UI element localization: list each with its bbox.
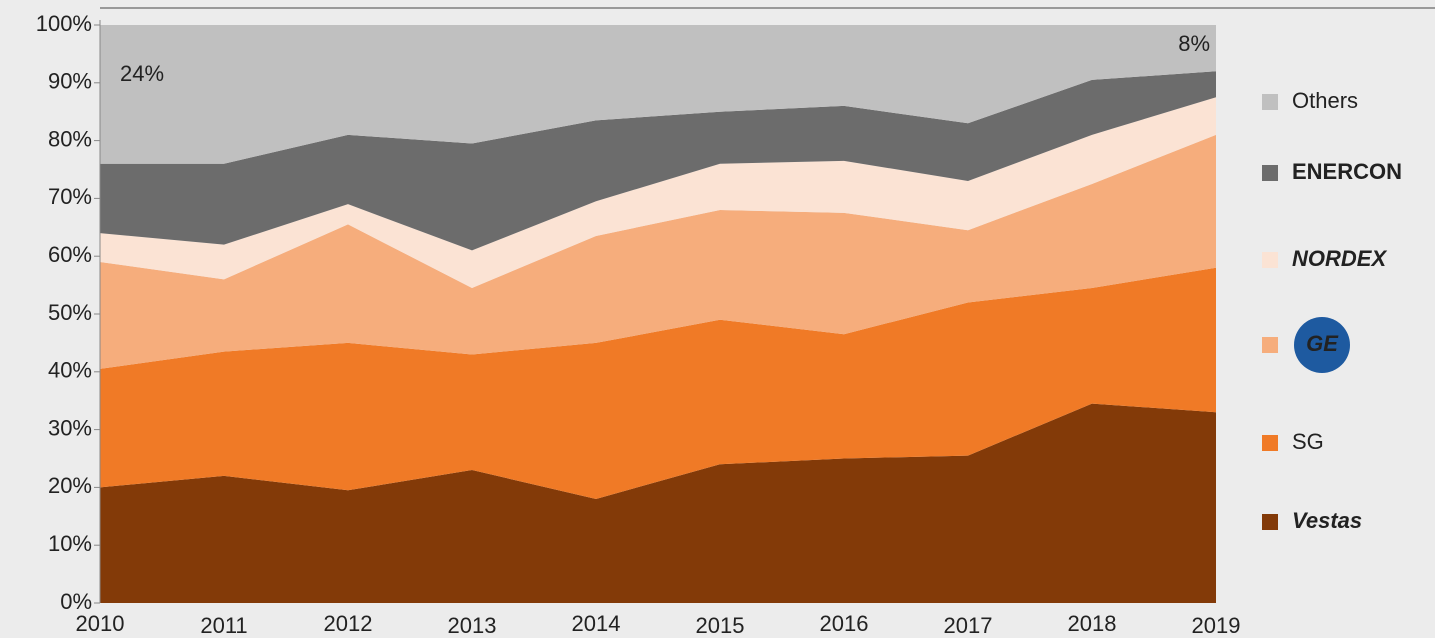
area [100, 134, 1216, 369]
legend-label: Others [1292, 88, 1358, 113]
legend-swatch [1262, 337, 1278, 353]
legend-label: ENERCON [1292, 159, 1402, 184]
y-tick-label: 60% [48, 242, 92, 267]
x-tick-label: 2016 [820, 611, 869, 636]
y-tick-label: 40% [48, 358, 92, 383]
legend-swatch [1262, 252, 1278, 268]
x-tick-label: 2012 [324, 611, 373, 636]
area [100, 25, 1216, 164]
y-tick-label: 50% [48, 300, 92, 325]
x-tick-label: 2010 [76, 611, 125, 636]
y-tick-label: 30% [48, 415, 92, 440]
x-tick-label: 2014 [572, 611, 621, 636]
y-tick-label: 80% [48, 126, 92, 151]
area [100, 97, 1216, 288]
x-tick-label: 2017 [944, 613, 993, 638]
y-tick-label: 0% [60, 589, 92, 614]
legend-swatch [1262, 435, 1278, 451]
area [100, 71, 1216, 251]
annotation: 24% [120, 61, 164, 86]
legend-label: SG [1292, 429, 1324, 454]
legend-swatch [1262, 514, 1278, 530]
area [100, 403, 1216, 603]
y-tick-label: 90% [48, 69, 92, 94]
legend-logo [1294, 317, 1350, 373]
x-tick-label: 2011 [200, 613, 247, 638]
annotation: 8% [1178, 31, 1210, 56]
x-tick-label: 2019 [1192, 613, 1241, 638]
y-tick-label: 70% [48, 184, 92, 209]
x-tick-label: 2018 [1068, 611, 1117, 636]
x-tick-label: 2015 [696, 613, 745, 638]
legend-label: NORDEX [1292, 246, 1387, 271]
y-tick-label: 10% [48, 531, 92, 556]
area [100, 267, 1216, 499]
legend-label: Vestas [1292, 508, 1362, 533]
legend-swatch [1262, 94, 1278, 110]
legend-label: GE [1306, 331, 1339, 356]
legend-swatch [1262, 165, 1278, 181]
y-tick-label: 100% [36, 11, 92, 36]
y-tick-label: 20% [48, 473, 92, 498]
x-tick-label: 2013 [448, 613, 497, 638]
